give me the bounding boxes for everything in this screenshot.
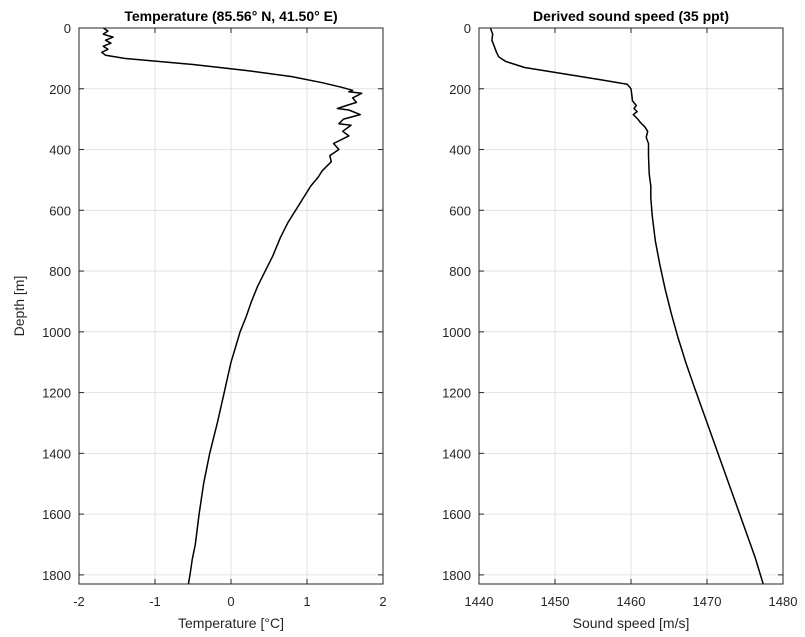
sound-speed-y-tick-label: 1600 [442, 507, 471, 522]
sound-speed-y-tick-label: 1200 [442, 386, 471, 401]
sound-speed-x-tick-label: 1470 [693, 594, 722, 609]
sound-speed-y-tick-label: 400 [449, 143, 471, 158]
temperature-y-tick-label: 600 [49, 203, 71, 218]
temperature-x-axis-label: Temperature [°C] [178, 615, 284, 631]
sound-speed-axes-box [478, 27, 784, 585]
temperature-chart-title: Temperature (85.56° N, 41.50° E) [124, 8, 337, 24]
temperature-y-tick-label: 1600 [42, 507, 71, 522]
sound-speed-y-tick-label: 600 [449, 203, 471, 218]
temperature-profile-line [101, 27, 363, 585]
sound-speed-x-tick-label: 1440 [465, 594, 494, 609]
temperature-y-tick-label: 1000 [42, 325, 71, 340]
temperature-x-tick-label: 2 [379, 594, 386, 609]
temperature-y-tick-label: 1200 [42, 386, 71, 401]
sound-speed-profile-line [489, 27, 764, 585]
sound-speed-y-tick-label: 800 [449, 264, 471, 279]
temperature-x-tick-label: 1 [303, 594, 310, 609]
temperature-panel: -2 -1 0 1 2 0 200 400 600 800 1000 1200 1400 1600 1800… [11, 8, 387, 631]
sound-speed-x-tick-label: 1460 [617, 594, 646, 609]
sound-speed-y-tick-label: 0 [464, 21, 471, 36]
temperature-y-tick-label: 200 [49, 82, 71, 97]
temperature-y-axis-label: Depth [m] [11, 276, 27, 337]
temperature-y-tick-label: 0 [64, 21, 71, 36]
temperature-axes-box [78, 27, 384, 585]
sound-speed-y-tick-label: 1400 [442, 446, 471, 461]
sound-speed-x-tick-label: 1480 [769, 594, 798, 609]
sound-speed-y-tick-label: 1800 [442, 568, 471, 583]
sound-speed-y-tick-label: 200 [449, 82, 471, 97]
temperature-y-tick-label: 1400 [42, 446, 71, 461]
sound-speed-y-tick-label: 1000 [442, 325, 471, 340]
sound-speed-x-tick-label: 1450 [541, 594, 570, 609]
sound-speed-chart-title: Derived sound speed (35 ppt) [533, 8, 729, 24]
temperature-y-tick-label: 800 [49, 264, 71, 279]
temperature-x-tick-label: -1 [149, 594, 161, 609]
sound-speed-panel: 1440 1450 1460 1470 1480 0 200 400 600 800 1000 120… [442, 8, 797, 631]
temperature-x-tick-label: -2 [73, 594, 85, 609]
temperature-x-tick-label: 0 [227, 594, 234, 609]
temperature-y-tick-label: 1800 [42, 568, 71, 583]
temperature-y-tick-label: 400 [49, 143, 71, 158]
sound-speed-x-axis-label: Sound speed [m/s] [573, 615, 690, 631]
